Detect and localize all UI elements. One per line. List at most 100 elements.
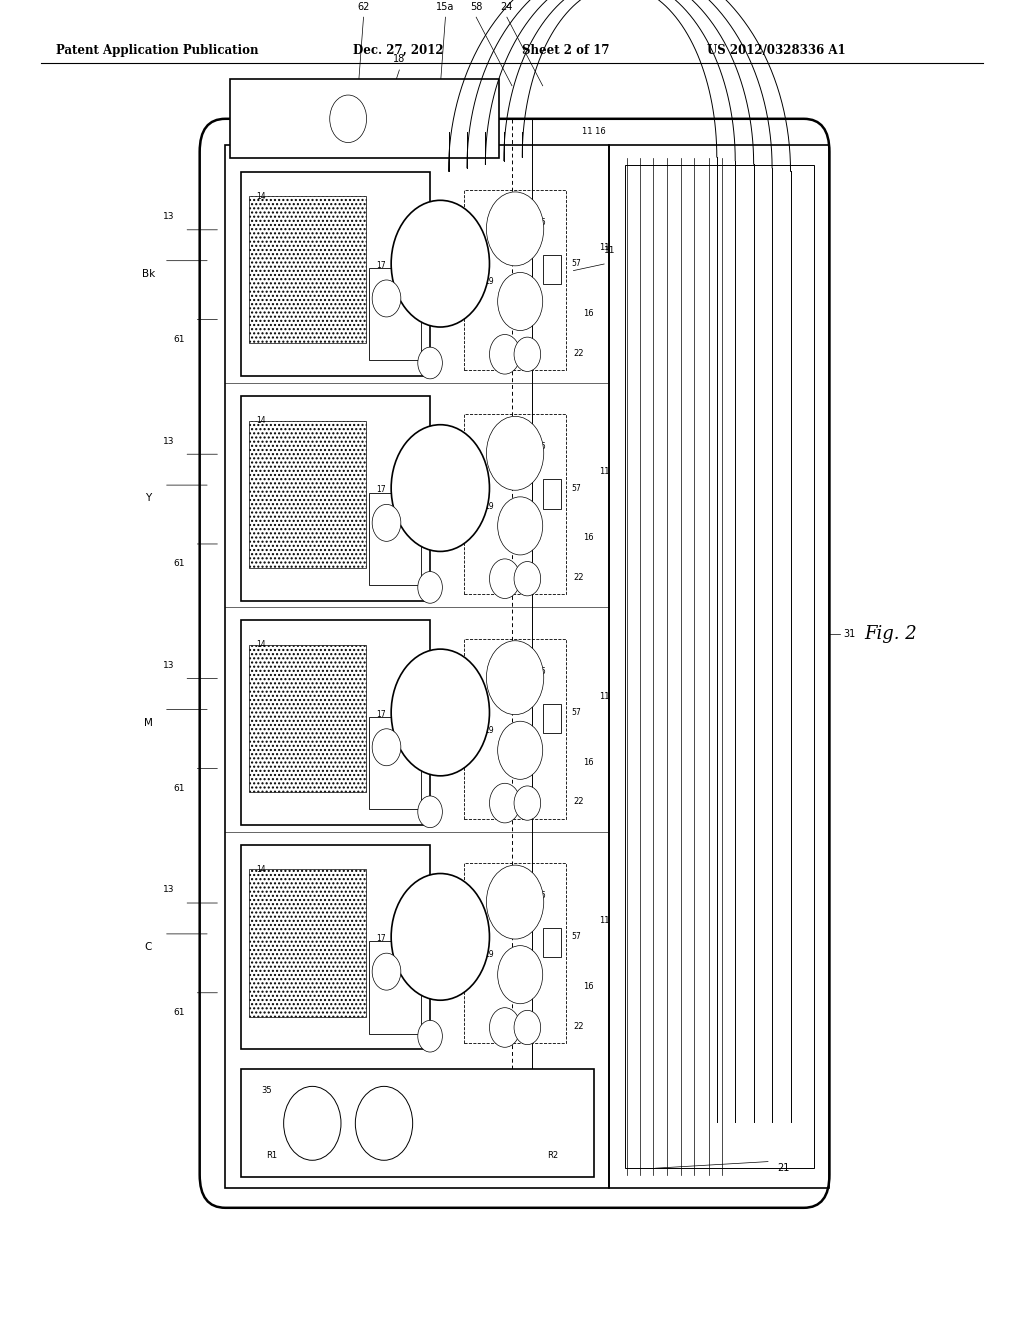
Text: 12: 12: [384, 623, 393, 631]
Text: 61: 61: [173, 560, 185, 569]
Text: 22: 22: [573, 1022, 584, 1031]
Text: Patent Application Publication: Patent Application Publication: [56, 44, 259, 57]
Circle shape: [486, 416, 544, 490]
Text: Fig. 2: Fig. 2: [864, 624, 918, 643]
Bar: [370, 941, 421, 1034]
Text: 23: 23: [278, 630, 287, 638]
Text: 16: 16: [584, 309, 594, 318]
Text: M: M: [144, 718, 153, 727]
Bar: [543, 704, 561, 733]
Text: 22: 22: [573, 573, 584, 582]
Text: 57: 57: [571, 708, 582, 717]
Circle shape: [498, 496, 543, 554]
Text: 62: 62: [357, 1, 370, 12]
Text: 17: 17: [377, 935, 386, 944]
Text: 16: 16: [584, 533, 594, 543]
Text: 23: 23: [278, 1078, 287, 1086]
Circle shape: [391, 201, 489, 327]
Text: 19: 19: [484, 950, 495, 960]
Text: 11: 11: [599, 467, 609, 477]
Text: R2: R2: [548, 1151, 558, 1160]
Circle shape: [489, 1007, 520, 1047]
Text: 18: 18: [393, 54, 406, 65]
Text: 11: 11: [599, 916, 609, 925]
Text: 18: 18: [410, 457, 420, 466]
Text: 11: 11: [603, 247, 615, 255]
Circle shape: [489, 558, 520, 598]
Text: 31: 31: [844, 628, 856, 639]
Circle shape: [498, 272, 543, 330]
Text: 61: 61: [173, 784, 185, 793]
Text: 57: 57: [571, 483, 582, 492]
Text: 13: 13: [163, 886, 175, 895]
Circle shape: [391, 649, 489, 776]
Text: 13: 13: [163, 661, 175, 671]
Text: 15: 15: [349, 405, 359, 413]
Text: 14: 14: [256, 640, 266, 649]
Text: 19: 19: [484, 726, 495, 735]
Text: 23: 23: [278, 854, 287, 862]
Text: 57: 57: [571, 259, 582, 268]
Text: 17: 17: [377, 261, 386, 271]
Text: 19: 19: [484, 277, 495, 286]
Text: 14: 14: [256, 191, 266, 201]
Circle shape: [418, 572, 442, 603]
Circle shape: [486, 865, 544, 939]
Bar: [464, 863, 566, 1043]
Text: 23: 23: [278, 405, 287, 413]
Circle shape: [418, 347, 442, 379]
Text: 18: 18: [410, 681, 420, 690]
Text: 18: 18: [410, 906, 420, 915]
Circle shape: [498, 721, 543, 779]
Bar: [241, 620, 430, 825]
Text: 22: 22: [573, 797, 584, 807]
Circle shape: [418, 796, 442, 828]
Text: R1: R1: [266, 1151, 276, 1160]
Text: 61: 61: [173, 335, 185, 345]
Circle shape: [418, 1020, 442, 1052]
Circle shape: [489, 334, 520, 374]
Text: 18: 18: [410, 232, 420, 242]
Text: 16: 16: [536, 218, 546, 227]
Bar: [543, 928, 561, 957]
Bar: [543, 255, 561, 284]
Circle shape: [489, 783, 520, 822]
Circle shape: [372, 953, 400, 990]
Circle shape: [355, 1086, 413, 1160]
Text: Y: Y: [145, 494, 152, 503]
Circle shape: [284, 1086, 341, 1160]
Text: 15: 15: [349, 630, 359, 638]
Bar: [464, 639, 566, 818]
Text: 11: 11: [599, 243, 609, 252]
Text: 24: 24: [501, 1, 513, 12]
Text: 16: 16: [584, 758, 594, 767]
Bar: [241, 396, 430, 601]
Text: 17: 17: [377, 486, 386, 495]
Bar: [249, 421, 367, 568]
Circle shape: [498, 945, 543, 1003]
Circle shape: [372, 504, 400, 541]
Text: 17: 17: [377, 710, 386, 719]
Text: 14: 14: [256, 865, 266, 874]
Text: 58: 58: [470, 1, 482, 12]
Text: 21: 21: [777, 1163, 790, 1173]
Text: Sheet 2 of 17: Sheet 2 of 17: [522, 44, 609, 57]
Bar: [464, 190, 566, 370]
Text: 16: 16: [536, 442, 546, 451]
Text: 57: 57: [571, 932, 582, 941]
Circle shape: [514, 561, 541, 595]
Bar: [230, 79, 499, 158]
Text: 15: 15: [349, 854, 359, 862]
Circle shape: [330, 95, 367, 143]
Text: 12: 12: [384, 399, 393, 407]
Bar: [370, 492, 421, 585]
Text: 13: 13: [163, 213, 175, 222]
Text: 19: 19: [484, 502, 495, 511]
Circle shape: [514, 785, 541, 820]
Circle shape: [486, 640, 544, 714]
Bar: [249, 870, 367, 1016]
Bar: [225, 145, 609, 1188]
Bar: [249, 645, 367, 792]
Text: 11 16: 11 16: [582, 128, 606, 136]
Bar: [464, 414, 566, 594]
